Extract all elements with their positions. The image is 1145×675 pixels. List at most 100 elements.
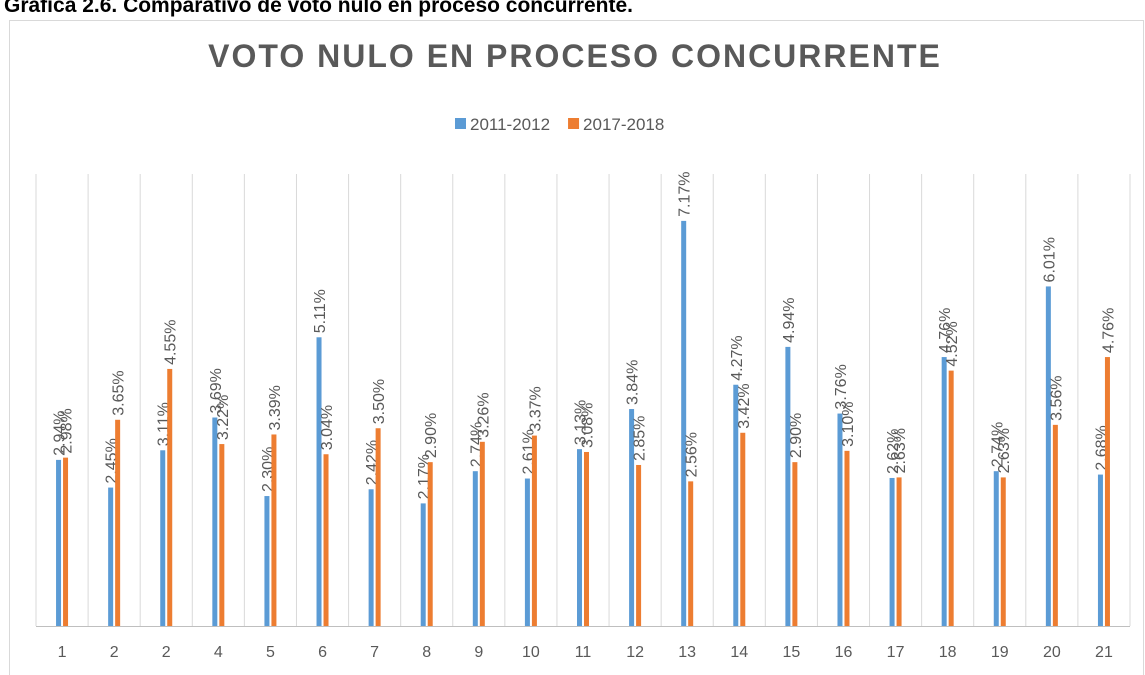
data-label: 3.69% — [208, 368, 225, 413]
data-label: 3.84% — [625, 360, 642, 405]
x-tick-label: 17 — [887, 644, 905, 661]
bar — [636, 464, 642, 626]
bar — [427, 462, 433, 626]
data-label: 3.42% — [736, 383, 753, 428]
bar — [889, 477, 895, 626]
x-tick-label: 12 — [626, 644, 644, 661]
data-label: 2.74% — [989, 422, 1006, 467]
bar — [1045, 286, 1051, 626]
data-label: 2.63% — [892, 428, 909, 473]
data-label: 3.50% — [371, 379, 388, 424]
data-label: 3.08% — [580, 403, 597, 448]
bar — [948, 370, 954, 626]
x-tick-label: 5 — [266, 644, 275, 661]
data-label: 5.11% — [312, 289, 329, 333]
x-tick-label: 19 — [991, 644, 1009, 661]
data-label: 2.98% — [59, 408, 76, 453]
bar — [577, 449, 582, 626]
data-label: 2.62% — [885, 429, 902, 474]
bar — [993, 471, 999, 626]
x-tick-label: 18 — [939, 644, 957, 661]
bar — [271, 434, 277, 626]
chart-frame — [9, 20, 1144, 675]
bar — [941, 357, 947, 626]
data-label: 6.01% — [1041, 237, 1058, 282]
x-tick-label: 7 — [370, 644, 379, 661]
x-tick-label: 1 — [58, 644, 67, 661]
x-tick-label: 15 — [782, 644, 800, 661]
data-label: 3.13% — [573, 400, 590, 445]
bar — [115, 419, 121, 626]
x-tick-label: 20 — [1043, 644, 1061, 661]
bar — [837, 413, 843, 626]
bar — [219, 444, 225, 626]
bar — [681, 220, 687, 626]
x-tick-label: 6 — [318, 644, 327, 661]
x-tick-label: 16 — [835, 644, 853, 661]
bar — [733, 384, 739, 626]
bar — [420, 503, 426, 626]
bar — [264, 496, 270, 626]
data-label: 2.63% — [996, 428, 1013, 473]
bar — [524, 478, 530, 626]
data-label: 4.76% — [937, 308, 954, 353]
bar — [785, 346, 791, 626]
bar — [108, 487, 114, 626]
x-tick-label: 4 — [214, 644, 223, 661]
bar — [688, 481, 694, 626]
data-label: 3.65% — [111, 370, 128, 415]
bar — [316, 337, 322, 626]
x-tick-label: 10 — [522, 644, 540, 661]
x-tick-label: 9 — [474, 644, 483, 661]
data-label: 4.94% — [781, 298, 798, 343]
bar — [160, 450, 166, 626]
bar — [323, 454, 329, 626]
data-label: 2.94% — [52, 411, 69, 456]
bar — [479, 441, 485, 626]
bar — [792, 462, 798, 626]
x-tick-label: 11 — [575, 644, 592, 661]
data-label: 2.56% — [684, 432, 701, 477]
data-label: 7.17% — [677, 172, 694, 217]
bar — [740, 432, 746, 626]
legend-label: 2017-2018 — [583, 115, 664, 134]
chart-title: VOTO NULO EN PROCESO CONCURRENTE — [208, 38, 942, 74]
bar — [1097, 474, 1103, 626]
bar — [56, 459, 62, 626]
data-label: 3.39% — [267, 385, 284, 430]
bar — [1104, 357, 1110, 626]
data-label: 4.52% — [944, 321, 961, 366]
bar — [531, 435, 537, 626]
bar — [472, 471, 478, 626]
bar — [212, 417, 218, 626]
x-tick-label: 8 — [422, 644, 431, 661]
data-label: 4.76% — [1100, 308, 1117, 353]
legend-swatch — [568, 118, 580, 129]
data-label: 3.56% — [1048, 375, 1065, 420]
data-label: 4.55% — [163, 320, 180, 365]
bar — [844, 450, 850, 626]
data-label: 2.90% — [423, 413, 440, 458]
bar — [1000, 477, 1006, 626]
data-label: 3.22% — [215, 395, 232, 440]
bar — [584, 451, 589, 626]
x-tick-label: 2 — [110, 644, 119, 661]
page-title: Gráfica 2.6. Comparativo de voto nulo en… — [4, 0, 633, 17]
x-tick-label: 21 — [1095, 644, 1113, 661]
legend-label: 2011-2012 — [470, 115, 550, 134]
data-label: 4.27% — [729, 335, 746, 380]
x-tick-label: 13 — [678, 644, 696, 661]
data-label: 3.04% — [319, 405, 336, 450]
x-tick-label: 14 — [730, 644, 748, 661]
bar — [629, 409, 635, 626]
data-label: 2.85% — [632, 416, 649, 461]
bar — [63, 457, 69, 626]
bar — [375, 428, 381, 626]
data-label: 3.76% — [833, 364, 850, 409]
data-label: 3.37% — [527, 386, 544, 431]
bar — [896, 477, 902, 626]
bar — [167, 368, 173, 626]
bar — [1052, 424, 1058, 626]
x-tick-label: 2 — [162, 644, 171, 661]
